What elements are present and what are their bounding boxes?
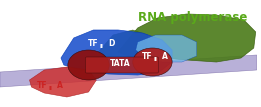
Text: II: II: [99, 44, 103, 48]
Polygon shape: [118, 14, 256, 62]
FancyBboxPatch shape: [86, 57, 158, 73]
Text: TF: TF: [37, 82, 47, 91]
Text: TF: TF: [88, 39, 98, 48]
Text: D: D: [108, 39, 115, 48]
Text: TF: TF: [142, 51, 152, 60]
Ellipse shape: [68, 50, 109, 80]
Polygon shape: [0, 55, 257, 87]
Text: II: II: [48, 86, 52, 91]
Text: RNA polymerase: RNA polymerase: [138, 11, 247, 24]
Text: II: II: [153, 56, 157, 62]
Text: A: A: [57, 82, 63, 91]
Polygon shape: [61, 30, 172, 75]
Polygon shape: [29, 67, 96, 97]
Ellipse shape: [133, 48, 172, 76]
Text: TATA: TATA: [110, 59, 130, 68]
Polygon shape: [98, 30, 147, 60]
Polygon shape: [136, 35, 197, 62]
Text: A: A: [162, 51, 168, 60]
